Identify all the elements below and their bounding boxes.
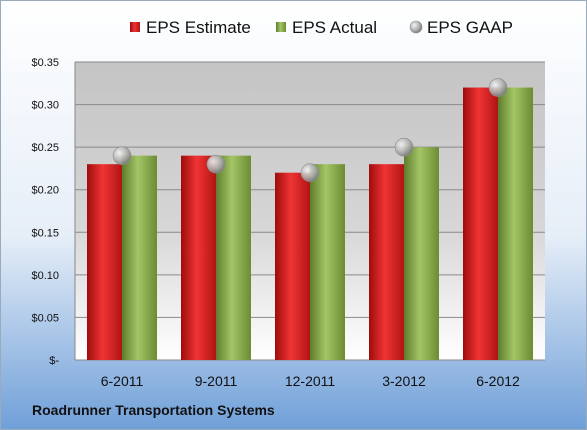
y-tick-label: $0.05 bbox=[31, 312, 59, 324]
actual-bar bbox=[310, 164, 345, 360]
legend-swatch bbox=[276, 22, 286, 32]
legend-swatch bbox=[130, 22, 140, 32]
legend-label: EPS Estimate bbox=[146, 18, 251, 37]
company-name: Roadrunner Transportation Systems bbox=[32, 402, 275, 418]
x-tick-label: 3-2012 bbox=[382, 373, 426, 389]
x-tick-label: 12-2011 bbox=[285, 373, 336, 389]
y-tick-label: $- bbox=[49, 355, 59, 367]
legend: EPS Estimate EPS Actual EPS GAAP bbox=[130, 18, 513, 37]
y-axis: $- $0.05 $0.10 $0.15 $0.20 $0.25 $0.30 $0.35 bbox=[31, 57, 76, 367]
y-tick-label: $0.35 bbox=[31, 57, 59, 69]
legend-item-eps-gaap: EPS GAAP bbox=[409, 18, 513, 37]
estimate-bar bbox=[369, 164, 404, 360]
actual-bar bbox=[216, 155, 251, 360]
y-tick-label: $0.20 bbox=[31, 185, 59, 197]
y-tick-label: $0.25 bbox=[31, 142, 59, 154]
gaap-marker bbox=[300, 163, 320, 182]
legend-label: EPS Actual bbox=[292, 18, 377, 37]
actual-bar bbox=[122, 155, 157, 360]
legend-label: EPS GAAP bbox=[427, 18, 513, 37]
x-axis: 6-2011 9-2011 12-2011 3-2012 6-2012 bbox=[101, 373, 520, 389]
gaap-marker bbox=[112, 146, 132, 165]
x-tick-label: 9-2011 bbox=[195, 373, 238, 389]
legend-item-eps-estimate: EPS Estimate bbox=[130, 18, 251, 37]
actual-bar bbox=[498, 87, 533, 361]
gaap-marker bbox=[488, 78, 508, 97]
legend-item-eps-actual: EPS Actual bbox=[276, 18, 377, 37]
y-tick-label: $0.10 bbox=[31, 270, 59, 282]
bars bbox=[87, 87, 533, 361]
gaap-marker bbox=[394, 137, 414, 157]
x-tick-label: 6-2011 bbox=[101, 373, 144, 389]
actual-bar bbox=[404, 147, 439, 360]
estimate-bar bbox=[463, 87, 498, 361]
gaap-markers bbox=[112, 78, 508, 182]
legend-swatch bbox=[409, 20, 423, 34]
y-tick-label: $0.15 bbox=[31, 227, 59, 239]
estimate-bar bbox=[87, 164, 122, 360]
estimate-bar bbox=[181, 155, 216, 360]
y-tick-label: $0.30 bbox=[31, 100, 59, 112]
estimate-bar bbox=[275, 172, 310, 360]
x-tick-label: 6-2012 bbox=[476, 373, 520, 389]
gaap-marker bbox=[206, 154, 226, 174]
